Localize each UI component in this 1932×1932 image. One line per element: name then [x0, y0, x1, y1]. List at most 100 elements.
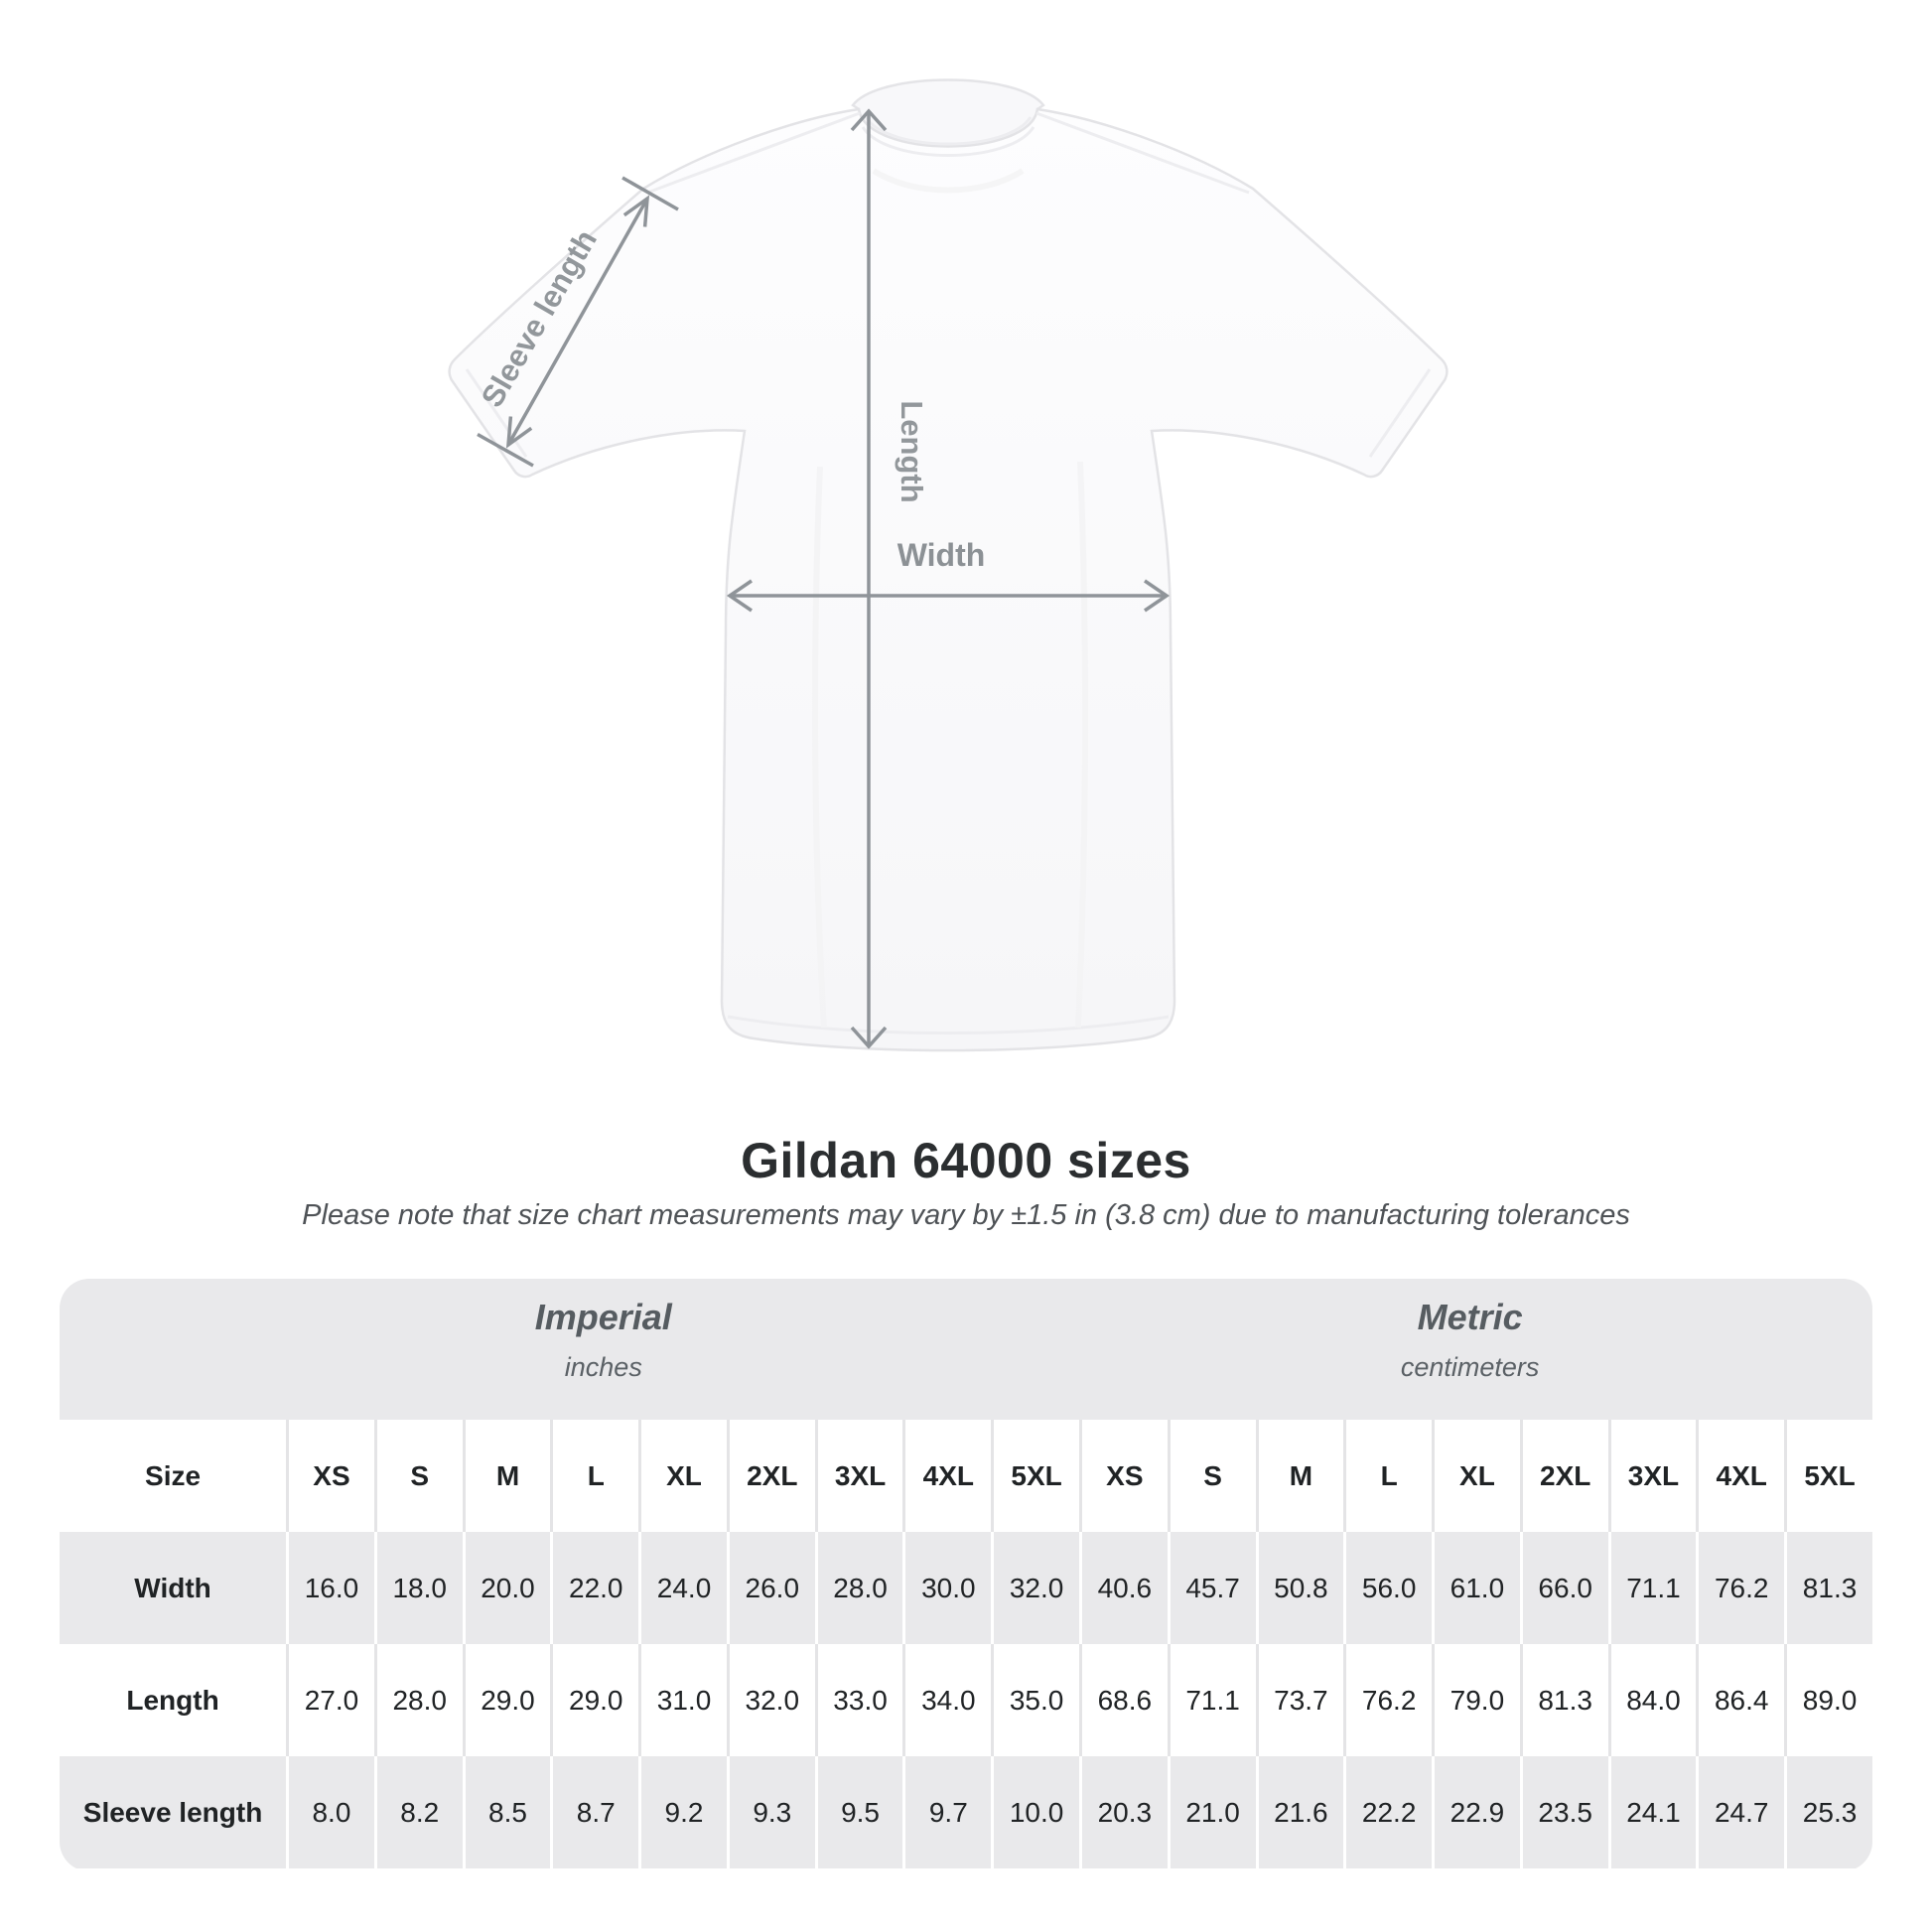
measurement-cell: 66.0: [1519, 1532, 1608, 1644]
size-col-header: 4XL: [1696, 1420, 1784, 1532]
size-col-header: S: [1167, 1420, 1256, 1532]
measurement-cell: 20.3: [1078, 1756, 1168, 1868]
measurement-cell: 9.2: [638, 1756, 727, 1868]
measurement-cell: 32.0: [726, 1644, 815, 1756]
measurement-cell: 32.0: [991, 1532, 1079, 1644]
measurement-cell: 89.0: [1784, 1644, 1872, 1756]
size-col-header: XS: [286, 1420, 374, 1532]
table-row: Sleeve length 8.0 8.2 8.5 8.7 9.2 9.3 9.5 9.7 10.…: [60, 1756, 1872, 1868]
measurement-cell: 9.5: [814, 1756, 903, 1868]
measurement-cell: 40.6: [1078, 1532, 1168, 1644]
size-col-header: XL: [638, 1420, 727, 1532]
measurement-cell: 45.7: [1167, 1532, 1256, 1644]
size-col-header: S: [373, 1420, 463, 1532]
sleeve-length-arrow: [477, 176, 679, 468]
table-row: Length 27.0 28.0 29.0 29.0 31.0 32.0 33.0 34.0 35…: [60, 1644, 1872, 1756]
metric-subtitle: centimeters: [1400, 1352, 1540, 1382]
size-col-header: 5XL: [1784, 1420, 1872, 1532]
measurement-cell: 30.0: [902, 1532, 991, 1644]
measurement-cell: 86.4: [1696, 1644, 1784, 1756]
width-label: Width: [897, 537, 986, 573]
measurement-cell: 28.0: [373, 1644, 463, 1756]
measurement-cell: 9.3: [726, 1756, 815, 1868]
measurement-cell: 20.0: [462, 1532, 551, 1644]
imperial-subtitle: inches: [564, 1352, 642, 1382]
metric-header: Metric centimeters: [1075, 1297, 1865, 1383]
measurement-cell: 61.0: [1432, 1532, 1520, 1644]
row-label: Width: [134, 1572, 211, 1603]
measurement-cell: 8.5: [462, 1756, 551, 1868]
size-col-header: 2XL: [726, 1420, 815, 1532]
measurement-cell: 35.0: [991, 1644, 1079, 1756]
measurement-cell: 34.0: [902, 1644, 991, 1756]
metric-title: Metric: [1417, 1297, 1523, 1337]
measurement-cell: 22.9: [1432, 1756, 1520, 1868]
measurement-cell: 26.0: [726, 1532, 815, 1644]
length-label: Length: [895, 400, 929, 502]
size-col-header: 3XL: [814, 1420, 903, 1532]
measurement-cell: 33.0: [814, 1644, 903, 1756]
measurement-cell: 28.0: [814, 1532, 903, 1644]
measurement-cell: 56.0: [1343, 1532, 1432, 1644]
measurement-cell: 76.2: [1343, 1644, 1432, 1756]
page-title: Gildan 64000 sizes: [741, 1133, 1191, 1188]
size-table: Imperial inches Metric centimeters Size X…: [60, 1279, 1872, 1871]
measurement-cell: 18.0: [373, 1532, 463, 1644]
measurement-cell: 24.0: [638, 1532, 727, 1644]
tshirt-body: [448, 107, 1449, 1052]
width-arrow: [726, 579, 1171, 613]
measurement-cell: 10.0: [991, 1756, 1079, 1868]
tshirt-seams: [465, 111, 1432, 1035]
table-row: Width 16.0 18.0 20.0 22.0 24.0 26.0 28.0 30.0 32.…: [60, 1532, 1872, 1644]
imperial-header: Imperial inches: [96, 1297, 1112, 1383]
size-col-header: 2XL: [1519, 1420, 1608, 1532]
measurement-cell: 71.1: [1167, 1644, 1256, 1756]
measurement-cell: 8.0: [286, 1756, 374, 1868]
measurement-cell: 79.0: [1432, 1644, 1520, 1756]
size-corner-label: Size: [145, 1459, 202, 1491]
measurement-cell: 73.7: [1255, 1644, 1344, 1756]
measurement-cell: 31.0: [638, 1644, 727, 1756]
length-arrow: [850, 108, 888, 1049]
measurement-cell: 24.7: [1696, 1756, 1784, 1868]
measurement-cell: 25.3: [1784, 1756, 1872, 1868]
row-label: Sleeve length: [82, 1796, 263, 1828]
measurement-cell: 9.7: [902, 1756, 991, 1868]
measurement-cell: 22.2: [1343, 1756, 1432, 1868]
size-col-header: 3XL: [1607, 1420, 1697, 1532]
size-col-header: L: [1343, 1420, 1432, 1532]
size-col-header: M: [462, 1420, 551, 1532]
measurement-cell: 23.5: [1519, 1756, 1608, 1868]
size-col-header: M: [1255, 1420, 1344, 1532]
measurement-cell: 81.3: [1784, 1532, 1872, 1644]
measurement-cell: 8.2: [373, 1756, 463, 1868]
measurement-cell: 16.0: [286, 1532, 374, 1644]
size-col-header: XL: [1432, 1420, 1520, 1532]
measurement-cell: 76.2: [1696, 1532, 1784, 1644]
measurement-cell: 21.6: [1255, 1756, 1344, 1868]
imperial-title: Imperial: [534, 1297, 672, 1337]
measurement-cell: 50.8: [1255, 1532, 1344, 1644]
tshirt-folds: [812, 168, 1089, 1029]
measurement-cell: 27.0: [286, 1644, 374, 1756]
measurement-cell: 29.0: [550, 1644, 638, 1756]
measurement-cell: 24.1: [1607, 1756, 1697, 1868]
measurement-cell: 81.3: [1519, 1644, 1608, 1756]
table-row: Size XS S M L XL 2XL 3XL 4XL 5XL XS S M L XL 2XL 3XL 4XL 5…: [60, 1420, 1872, 1532]
unit-header-band: Imperial inches Metric centimeters: [60, 1279, 1872, 1420]
size-col-header: 5XL: [991, 1420, 1079, 1532]
size-col-header: L: [550, 1420, 638, 1532]
row-label: Length: [126, 1684, 219, 1716]
measurement-cell: 29.0: [462, 1644, 551, 1756]
measurement-cell: 71.1: [1607, 1532, 1697, 1644]
measurement-cell: 21.0: [1167, 1756, 1256, 1868]
size-col-header: 4XL: [902, 1420, 991, 1532]
tolerance-note: Please note that size chart measurements…: [302, 1199, 1630, 1231]
measurement-cell: 68.6: [1078, 1644, 1168, 1756]
size-col-header: XS: [1078, 1420, 1168, 1532]
measurements-grid: Size XS S M L XL 2XL 3XL 4XL 5XL XS S M L XL 2XL 3XL 4XL 5…: [60, 1420, 1872, 1868]
measurement-cell: 8.7: [550, 1756, 638, 1868]
measurement-cell: 22.0: [550, 1532, 638, 1644]
